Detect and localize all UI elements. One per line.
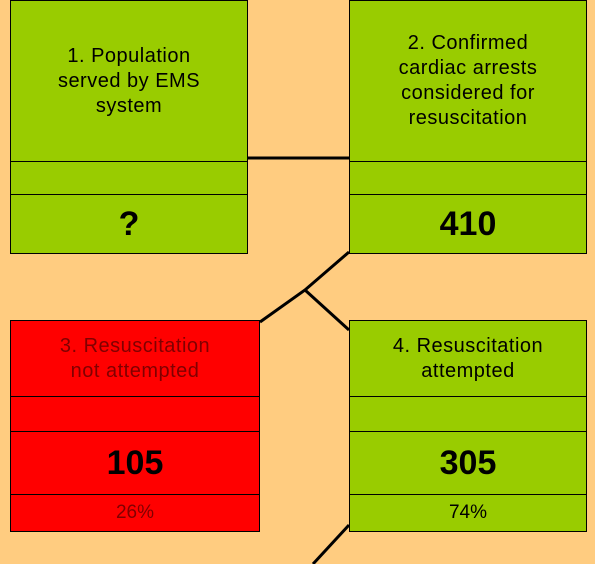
label-line: attempted [421, 359, 515, 382]
label-line: 1. Population [67, 44, 191, 67]
node-value: 105 [11, 431, 259, 494]
node-box: 3. Resuscitation not attempted 105 26% [10, 320, 260, 532]
connector [311, 523, 351, 564]
label-line: served by EMS [57, 69, 201, 92]
node-value: 305 [350, 431, 586, 494]
label-line: cardiac arrests [398, 57, 538, 79]
empty-row [350, 396, 586, 431]
node-label: 2. Confirmed cardiac arrests considered fo… [350, 1, 586, 161]
node-value: ? [11, 194, 247, 253]
empty-row [350, 161, 586, 194]
node-percent: 74% [350, 494, 586, 531]
label-line: system [95, 94, 163, 117]
node-label: 3. Resuscitation not attempted [11, 321, 259, 396]
label-line: considered for [401, 82, 535, 104]
node-box: 2. Confirmed cardiac arrests considered fo… [349, 0, 587, 254]
label-line: 2. Confirmed [407, 32, 529, 54]
empty-row [11, 396, 259, 431]
label-line: 3. Resuscitation [59, 334, 211, 357]
node-label: 4. Resuscitation attempted [350, 321, 586, 396]
node-box: 4. Resuscitation attempted 305 74% [349, 320, 587, 532]
node-value: 410 [350, 194, 586, 253]
connector [303, 288, 351, 332]
node-box: 1. Population served by EMS system? [10, 0, 248, 254]
node-percent: 26% [11, 494, 259, 531]
label-line: not attempted [70, 359, 200, 382]
empty-row [11, 161, 247, 194]
label-line: resuscitation [408, 107, 528, 129]
label-line: 4. Resuscitation [392, 334, 544, 357]
connector [259, 250, 350, 324]
node-label: 1. Population served by EMS system [11, 1, 247, 161]
